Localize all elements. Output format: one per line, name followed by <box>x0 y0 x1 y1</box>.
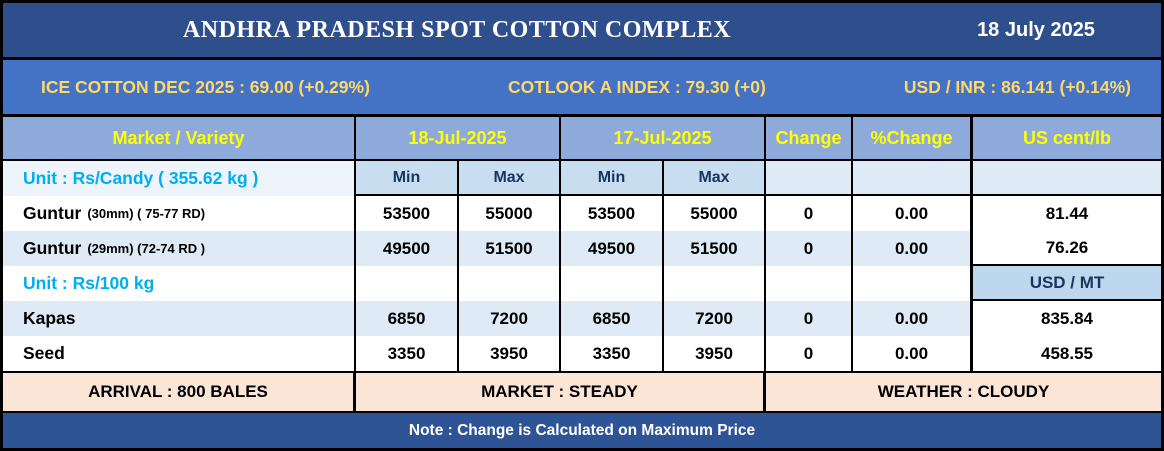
table-subheader-row: Unit : Rs/Candy ( 355.62 kg ) Min Max Mi… <box>3 161 1161 196</box>
subheader-change-blank <box>766 161 853 196</box>
unit-candy-label: Unit : Rs/Candy ( 355.62 kg ) <box>3 161 356 196</box>
cell-blank <box>561 266 664 301</box>
report-title: ANDHRA PRADESH SPOT COTTON COMPLEX <box>182 16 732 43</box>
unit-100kg-label: Unit : Rs/100 kg <box>3 266 356 301</box>
cell-pct-change: 0.00 <box>853 301 973 336</box>
col-header-change: Change <box>766 117 853 159</box>
cell-market: Guntur (29mm) (72-74 RD ) <box>3 231 356 266</box>
arrival-cell: ARRIVAL : 800 BALES <box>3 373 356 411</box>
cell-blank <box>853 266 973 301</box>
cell-pct-change: 0.00 <box>853 336 973 371</box>
cell-blank <box>356 266 459 301</box>
usd-mt-header: USD / MT <box>973 266 1161 301</box>
cell-market: Guntur (30mm) ( 75-77 RD) <box>3 196 356 231</box>
col-header-date-prev: 17-Jul-2025 <box>561 117 766 159</box>
report-date: 18 July 2025 <box>977 18 1095 41</box>
cell-today-max: 7200 <box>459 301 561 336</box>
cell-today-min: 6850 <box>356 301 459 336</box>
cell-today-max: 55000 <box>459 196 561 231</box>
cell-prev-max: 51500 <box>664 231 766 266</box>
ticker-usd-inr: USD / INR : 86.141 (+0.14%) <box>903 76 1131 97</box>
table-header-row: Market / Variety 18-Jul-2025 17-Jul-2025… <box>3 117 1161 161</box>
cell-prev-min: 49500 <box>561 231 664 266</box>
cell-market: Kapas <box>3 301 356 336</box>
cell-prev-max: 7200 <box>664 301 766 336</box>
table-row-guntur-29mm: Guntur (29mm) (72-74 RD ) 49500 51500 49… <box>3 231 1161 266</box>
market-status-cell: MARKET : STEADY <box>356 373 766 411</box>
table-row-kapas: Kapas 6850 7200 6850 7200 0 0.00 835.84 <box>3 301 1161 336</box>
min-header-prev: Min <box>561 161 664 196</box>
ticker-cotlook-index: COTLOOK A INDEX : 79.30 (+0) <box>507 76 766 97</box>
max-header-prev: Max <box>664 161 766 196</box>
cell-today-min: 3350 <box>356 336 459 371</box>
cell-prev-min: 6850 <box>561 301 664 336</box>
col-header-date-today: 18-Jul-2025 <box>356 117 561 159</box>
cell-today-max: 51500 <box>459 231 561 266</box>
weather-cell: WEATHER : CLOUDY <box>877 382 1050 401</box>
table-row-seed: Seed 3350 3950 3350 3950 0 0.00 458.55 <box>3 336 1161 371</box>
ticker-ice-cotton: ICE COTTON DEC 2025 : 69.00 (+0.29%) <box>41 76 370 97</box>
summary-row: ARRIVAL : 800 BALES MARKET : STEADY WEAT… <box>3 371 1161 413</box>
cell-change: 0 <box>766 336 853 371</box>
table-row-guntur-30mm: Guntur (30mm) ( 75-77 RD) 53500 55000 53… <box>3 196 1161 231</box>
cell-us-cent: 81.44 <box>1045 203 1089 223</box>
cell-blank <box>664 266 766 301</box>
cell-pct-change: 0.00 <box>853 231 973 266</box>
col-header-pct-change: %Change <box>853 117 973 159</box>
col-header-us-cent-lb: US cent/lb <box>1022 127 1111 148</box>
table-row-unit-100kg: Unit : Rs/100 kg USD / MT <box>3 266 1161 301</box>
market-ticker: ICE COTTON DEC 2025 : 69.00 (+0.29%) COT… <box>3 60 1161 117</box>
cell-prev-min: 53500 <box>561 196 664 231</box>
cell-usd-mt: 835.84 <box>973 301 1161 336</box>
cell-today-min: 53500 <box>356 196 459 231</box>
cell-blank <box>459 266 561 301</box>
cell-prev-max: 55000 <box>664 196 766 231</box>
min-header-today: Min <box>356 161 459 196</box>
note-bar: Note : Change is Calculated on Maximum P… <box>3 413 1161 448</box>
cell-usd-mt: 458.55 <box>1041 343 1093 363</box>
note-text: Note : Change is Calculated on Maximum P… <box>408 421 756 439</box>
cell-today-min: 49500 <box>356 231 459 266</box>
cell-market: Seed <box>3 336 356 371</box>
cell-today-max: 3950 <box>459 336 561 371</box>
cell-change: 0 <box>766 231 853 266</box>
title-bar: ANDHRA PRADESH SPOT COTTON COMPLEX 18 Ju… <box>3 3 1161 60</box>
cell-change: 0 <box>766 196 853 231</box>
cell-pct-change: 0.00 <box>853 196 973 231</box>
cell-prev-max: 3950 <box>664 336 766 371</box>
max-header-today: Max <box>459 161 561 196</box>
cell-blank <box>766 266 853 301</box>
cell-us-cent: 76.26 <box>973 231 1161 266</box>
cell-prev-min: 3350 <box>561 336 664 371</box>
cell-change: 0 <box>766 301 853 336</box>
subheader-intl-blank <box>973 161 1161 196</box>
col-header-market-variety: Market / Variety <box>3 117 356 159</box>
subheader-pct-blank <box>853 161 973 196</box>
